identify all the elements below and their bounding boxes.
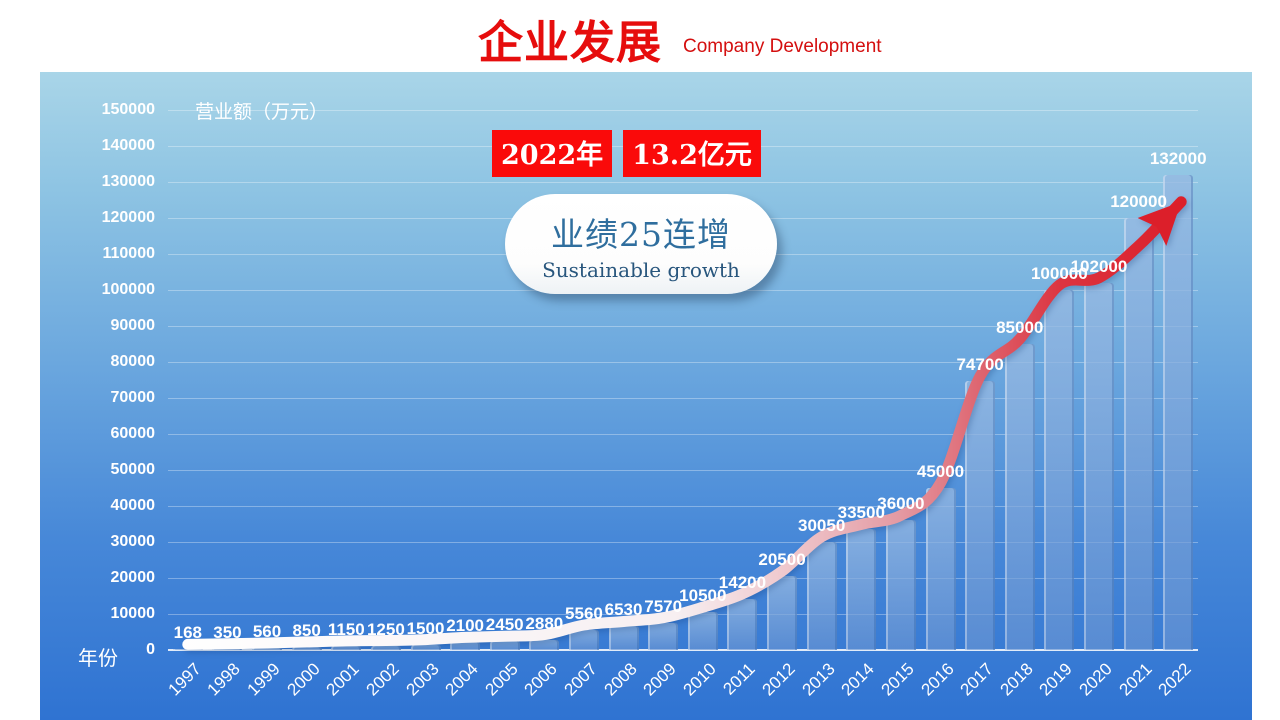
bar (885, 520, 916, 650)
bar (172, 649, 203, 650)
y-tick-label: 130000 (101, 173, 155, 190)
y-tick-label: 70000 (110, 389, 156, 406)
y-tick-label: 120000 (101, 209, 155, 226)
bar-value-label: 5560 (565, 603, 603, 623)
bar (1123, 218, 1154, 650)
bar-value-label: 2880 (525, 613, 564, 633)
page-title: 企业发展 (478, 17, 663, 68)
bar (648, 622, 679, 650)
bar-value-label: 1500 (406, 618, 445, 638)
y-tick-label: 90000 (110, 317, 156, 334)
badge-amount: 13.2亿元 (623, 130, 761, 177)
chart-panel: 0 10000 20000 30000 40000 50000 60000 70000 8000… (40, 72, 1252, 720)
bar (1083, 282, 1114, 650)
y-tick-label: 0 (146, 641, 155, 658)
y-tick-label: 50000 (110, 461, 156, 478)
y-tick-label: 30000 (110, 533, 156, 550)
y-tick-label: 60000 (110, 425, 156, 442)
bar-value-label: 1250 (366, 619, 405, 639)
bar-value-label: 102000 (1070, 256, 1128, 276)
bar-value-label: 36000 (877, 494, 925, 514)
y-tick-label: 140000 (101, 137, 155, 154)
callout-bubble: 业绩25连增 Sustainable growth (505, 194, 777, 294)
bar (489, 641, 520, 650)
bar-value-label: 45000 (916, 462, 965, 481)
bar (450, 642, 481, 650)
gridline (168, 109, 1198, 111)
bar (410, 644, 441, 650)
bar-value-label: 6530 (604, 600, 643, 620)
bar (1163, 174, 1194, 650)
bar (529, 639, 560, 650)
bar-value-label: 100000 (1030, 264, 1088, 283)
bar-value-label: 120000 (1110, 192, 1167, 211)
bar (252, 647, 283, 650)
bar (331, 645, 362, 650)
bar-value-label: 850 (292, 620, 321, 640)
x-axis-title: 年份 (78, 648, 118, 670)
bar-value-label: 1150 (327, 619, 365, 639)
y-tick-label: 20000 (110, 569, 156, 586)
bar-value-label: 132000 (1149, 148, 1207, 168)
bar-value-label: 2100 (446, 616, 485, 636)
badge-year: 2022年 (492, 130, 613, 177)
callout-subtitle: Sustainable growth (542, 258, 740, 282)
y-axis-title: 营业额（万元） (195, 102, 329, 123)
gridline (168, 181, 1198, 183)
bar (1044, 290, 1075, 650)
bar-value-label: 350 (213, 622, 242, 642)
bar-value-label: 560 (252, 621, 282, 641)
bar (212, 648, 243, 650)
y-tick-label: 100000 (101, 281, 155, 298)
highlight-badge: 2022年 13.2亿元 (492, 130, 761, 177)
bar-value-label: 20500 (758, 550, 806, 570)
y-tick-label: 10000 (110, 605, 156, 622)
page-subtitle: Company Development (683, 36, 882, 57)
bar-value-label: 168 (173, 623, 202, 643)
bar-value-label: 30050 (798, 515, 846, 535)
bar-value-label: 74700 (956, 355, 1004, 375)
bar (370, 645, 401, 650)
bar (608, 626, 639, 650)
bar (846, 529, 877, 650)
bar-value-label: 7570 (644, 596, 683, 616)
bar (965, 381, 996, 650)
y-tick-label: 150000 (101, 101, 155, 118)
bar (1004, 344, 1035, 650)
bar (687, 612, 718, 650)
bar-value-label: 10500 (679, 586, 727, 606)
bar-value-label: 33500 (837, 503, 885, 523)
bar-value-label: 85000 (996, 318, 1044, 337)
bar-value-label: 14200 (718, 572, 767, 592)
callout-title: 业绩25连增 (551, 215, 731, 254)
x-axis-line (168, 649, 1198, 651)
y-tick-label: 40000 (110, 497, 156, 514)
y-tick-label: 110000 (102, 245, 155, 262)
bar (291, 646, 322, 650)
bar (727, 598, 758, 650)
bar-value-label: 2450 (485, 615, 524, 635)
y-tick-label: 80000 (110, 353, 156, 370)
